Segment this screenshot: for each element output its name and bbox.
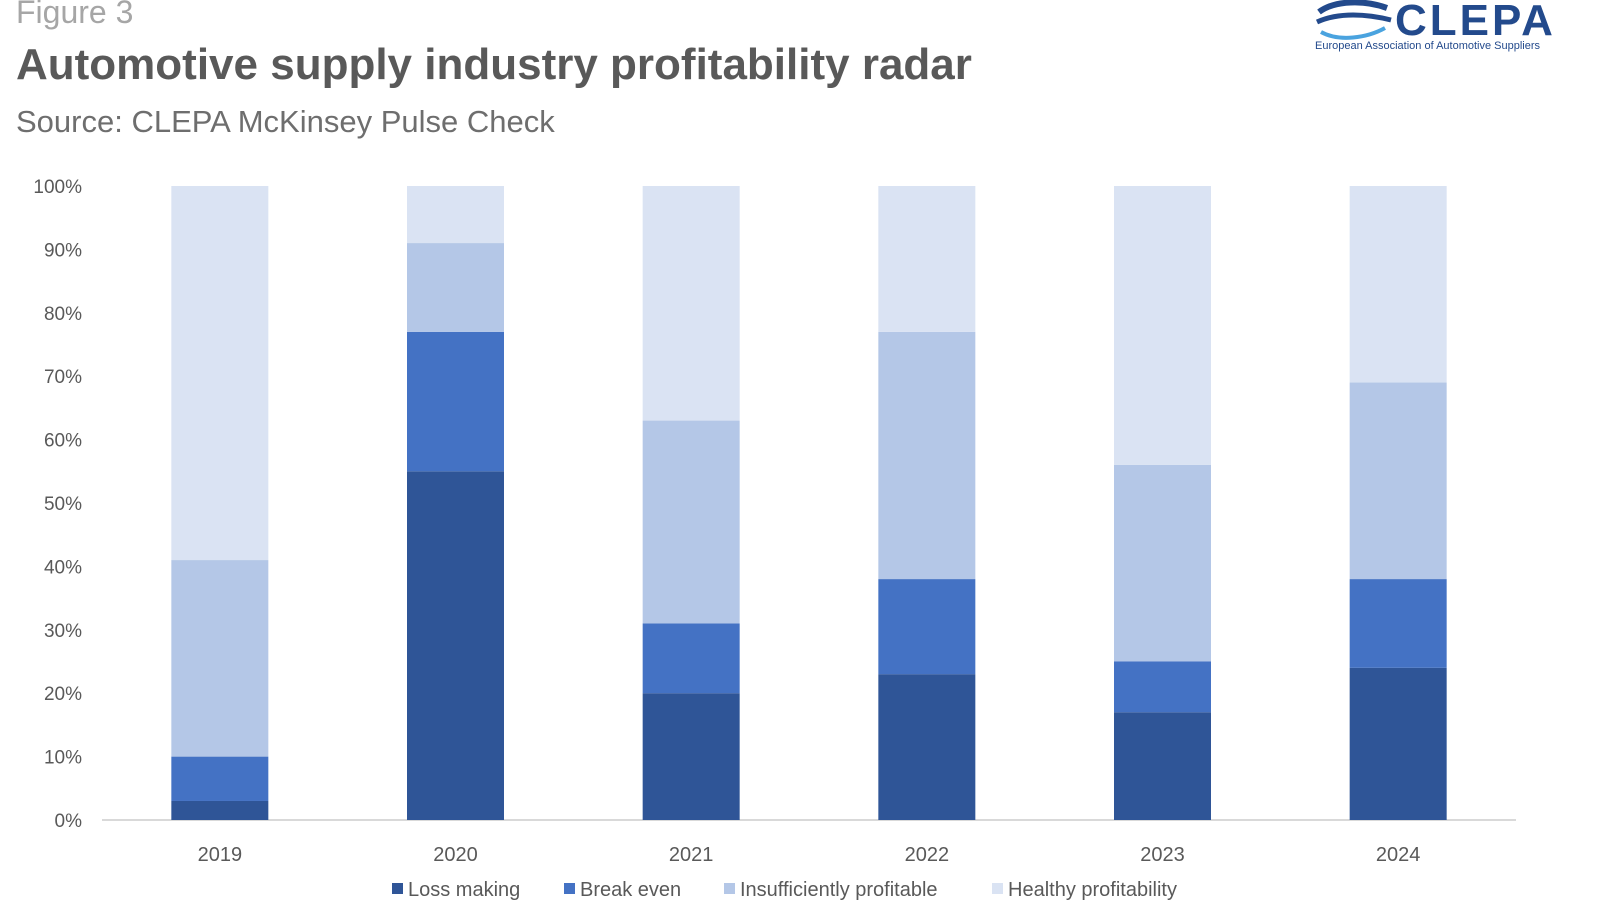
bar-segment-2021-0 [642, 693, 740, 820]
bar-segment-2022-0 [878, 674, 976, 820]
bar-segment-2023-3 [1114, 186, 1211, 465]
bar-segment-2019-0 [171, 800, 269, 820]
bar-segment-2023-0 [1114, 712, 1211, 820]
bar-segment-2024-2 [1349, 382, 1447, 580]
y-tick-label: 40% [44, 557, 82, 578]
y-tick-label: 80% [44, 304, 82, 325]
legend-entry: Healthy profitability [1008, 879, 1177, 900]
bar-segment-2023-1 [1114, 661, 1211, 713]
logo-wordmark: CLEPA [1395, 0, 1556, 45]
legend-swatch [992, 883, 1003, 894]
legend-entry: Loss making [408, 879, 520, 900]
chart-source: Source: CLEPA McKinsey Pulse Check [16, 104, 555, 139]
bar-segment-2023-2 [1114, 464, 1211, 662]
x-category-label: 2024 [1376, 844, 1421, 866]
bar-segment-2020-3 [407, 186, 504, 244]
y-tick-label: 0% [55, 811, 83, 832]
y-tick-label: 90% [44, 240, 82, 261]
x-category-label: 2023 [1140, 844, 1185, 866]
bar-segment-2019-3 [171, 186, 269, 561]
y-tick-label: 20% [44, 684, 82, 705]
bar-segment-2020-0 [407, 471, 504, 820]
logo-tagline: European Association of Automotive Suppl… [1315, 40, 1541, 52]
bar-segment-2024-3 [1349, 186, 1447, 383]
y-tick-label: 50% [44, 494, 82, 515]
bar-segment-2021-2 [642, 420, 740, 624]
clepa-logo: CLEPA European Association of Automotive… [1315, 0, 1585, 60]
bar-segment-2019-1 [171, 756, 269, 801]
bar-segment-2022-2 [878, 331, 976, 580]
y-tick-label: 100% [33, 177, 82, 198]
legend-swatch [392, 883, 403, 894]
y-tick-label: 10% [44, 748, 82, 769]
bar-segment-2022-3 [878, 186, 976, 332]
x-category-label: 2019 [198, 844, 243, 866]
bar-segment-2021-1 [642, 623, 740, 694]
x-category-label: 2022 [905, 844, 950, 866]
legend-swatch [724, 883, 735, 894]
logo-swoosh-icon [1315, 0, 1392, 40]
bar-segment-2021-3 [642, 186, 740, 421]
bar-segment-2022-1 [878, 579, 976, 675]
y-tick-label: 60% [44, 431, 82, 452]
figure-label: Figure 3 [16, 0, 134, 30]
x-category-label: 2020 [433, 844, 478, 866]
bar-segment-2024-0 [1349, 667, 1447, 820]
bar-segment-2019-2 [171, 560, 269, 757]
bar-segment-2024-1 [1349, 579, 1447, 668]
chart-title: Automotive supply industry profitability… [16, 40, 972, 89]
bar-segment-2020-1 [407, 331, 504, 472]
legend-entry: Insufficiently profitable [740, 879, 938, 900]
bar-segment-2020-2 [407, 243, 504, 332]
legend-swatch [564, 883, 575, 894]
y-tick-label: 70% [44, 367, 82, 388]
legend-entry: Break even [580, 879, 681, 900]
x-category-label: 2021 [669, 844, 714, 866]
y-tick-label: 30% [44, 621, 82, 642]
